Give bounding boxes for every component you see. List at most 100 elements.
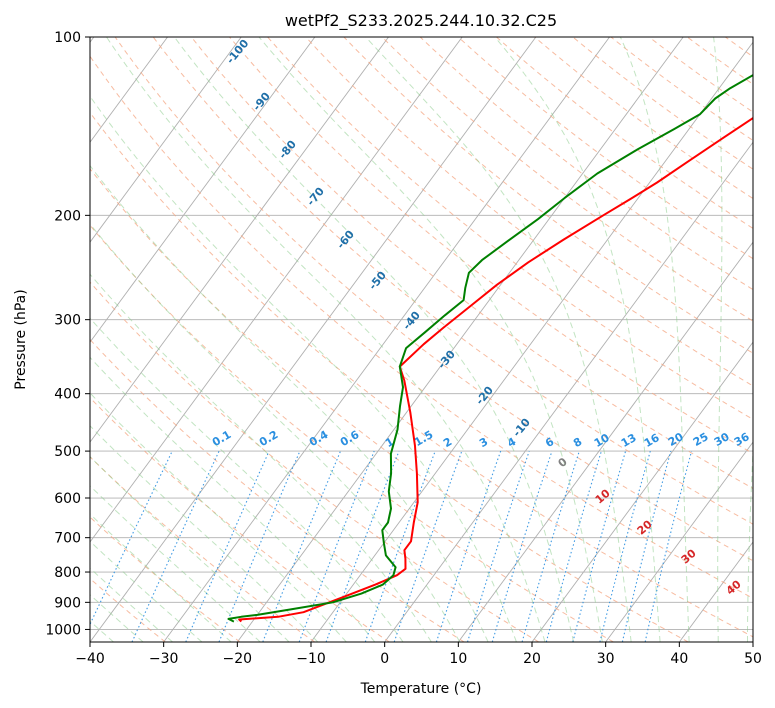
profiles bbox=[227, 73, 753, 623]
isotherm-line bbox=[90, 37, 389, 443]
dry-adiabat-label: -100 bbox=[224, 37, 252, 67]
isobar-grid bbox=[90, 37, 753, 630]
moist-adiabat-line bbox=[713, 37, 723, 642]
isotherm-line bbox=[531, 341, 753, 642]
mixing-ratio-line bbox=[298, 450, 375, 642]
dry-adiabat-line bbox=[90, 167, 689, 642]
isotherm-line bbox=[457, 241, 753, 642]
moist-adiabat-line bbox=[173, 37, 575, 642]
mixing-ratio-line bbox=[466, 450, 530, 642]
dry-adiabat-label: -70 bbox=[304, 185, 327, 209]
mixing-ratio-label: 3 bbox=[477, 435, 490, 450]
isotherm-line bbox=[236, 37, 684, 642]
x-tick-label: −30 bbox=[149, 651, 179, 667]
mixing-ratio-label: 0.1 bbox=[210, 428, 233, 449]
dry-adiabat-line bbox=[90, 456, 315, 642]
mixing-ratio-label: 10 bbox=[592, 431, 612, 450]
dry-adiabat-line bbox=[114, 37, 753, 562]
line-labels: -100-90-80-70-60-50-40-30-20-100.1 0.2 0.4… bbox=[210, 37, 752, 598]
y-tick-label: 1000 bbox=[45, 622, 81, 638]
isotherm-line bbox=[605, 441, 753, 642]
mixing-ratio-line bbox=[545, 450, 602, 642]
moist-adiabat-label: 30 bbox=[679, 546, 699, 566]
dry-adiabat-label: -30 bbox=[435, 348, 458, 372]
x-tick-label: 10 bbox=[449, 651, 467, 667]
isotherm-line bbox=[163, 37, 610, 642]
dry-adiabat-label: -50 bbox=[366, 269, 389, 293]
dry-adiabat-line bbox=[90, 111, 753, 638]
y-tick-label: 200 bbox=[54, 208, 81, 224]
dry-adiabat-line bbox=[90, 397, 390, 642]
y-tick-label: 600 bbox=[54, 491, 81, 507]
moist-adiabats bbox=[90, 37, 753, 642]
isotherm-line bbox=[384, 141, 753, 642]
isotherm-line bbox=[90, 37, 537, 642]
moist-adiabat-line bbox=[90, 513, 232, 642]
moist-adiabat-line bbox=[106, 37, 546, 642]
moist-adiabat-line bbox=[619, 37, 690, 642]
dry-adiabat-line bbox=[90, 577, 166, 642]
y-tick-label: 100 bbox=[54, 30, 81, 46]
mixing-ratio-line bbox=[521, 450, 580, 642]
mixing-ratio-line bbox=[262, 450, 342, 642]
x-tick-label: −20 bbox=[223, 651, 253, 667]
mixing-ratio-line bbox=[599, 450, 651, 642]
dry-adiabat-line bbox=[419, 37, 753, 291]
y-tick-label: 300 bbox=[54, 313, 81, 329]
mixing-ratio-line bbox=[185, 450, 270, 642]
mixing-ratio-line bbox=[621, 450, 672, 642]
x-tick-label: −10 bbox=[296, 651, 326, 667]
y-tick-label: 500 bbox=[54, 444, 81, 460]
mixing-ratio-label: 36 bbox=[732, 430, 752, 449]
dry-adiabat-line bbox=[572, 37, 753, 170]
mixing-ratio-line bbox=[393, 450, 463, 642]
isotherm-line bbox=[90, 37, 316, 343]
isotherm-grid bbox=[90, 37, 753, 642]
dry-adiabat-line bbox=[496, 37, 753, 229]
dry-adiabat-label: -80 bbox=[276, 138, 299, 162]
y-tick-label: 900 bbox=[54, 595, 81, 611]
y-tick-label: 400 bbox=[54, 387, 81, 403]
moist-adiabat-line bbox=[494, 37, 661, 642]
dry-adiabat-label: -20 bbox=[473, 384, 496, 408]
dry-adiabat-label: -60 bbox=[334, 228, 357, 252]
dry-adiabat-line bbox=[381, 37, 753, 322]
x-tick-label: −40 bbox=[75, 651, 105, 667]
dry-adiabats bbox=[90, 37, 753, 642]
temperature-profile-line bbox=[238, 116, 753, 623]
mixing-ratio-label: 0.6 bbox=[338, 428, 362, 449]
dry-adiabat-line bbox=[343, 37, 753, 354]
moist-adiabat-line bbox=[365, 37, 632, 642]
mixing-ratio-line bbox=[364, 450, 436, 642]
mixing-ratio-line bbox=[644, 450, 693, 642]
plot-area: -100-90-80-70-60-50-40-30-20-100.1 0.2 0.4… bbox=[90, 37, 753, 642]
mixing-ratio-label: 25 bbox=[691, 430, 711, 449]
moist-adiabat-line bbox=[90, 392, 347, 642]
mixing-ratio-label: 20 bbox=[666, 430, 686, 449]
dry-adiabat-label: -40 bbox=[400, 309, 423, 333]
dry-adiabat-label: -10 bbox=[510, 416, 533, 440]
moist-adiabat-label: 0 bbox=[556, 455, 570, 470]
mixing-ratio-label: 0.2 bbox=[257, 428, 280, 449]
dry-adiabat-line bbox=[191, 37, 753, 489]
mixing-ratio-line bbox=[491, 450, 553, 642]
mixing-ratio-line bbox=[572, 450, 627, 642]
chart-title: wetPf2_S233.2025.244.10.32.C25 bbox=[285, 11, 557, 31]
x-tick-label: 40 bbox=[670, 651, 688, 667]
moist-adiabat-line bbox=[90, 223, 461, 642]
mixing-ratio-line bbox=[325, 450, 400, 642]
isotherm-line bbox=[90, 37, 168, 143]
y-tick-label: 800 bbox=[54, 565, 81, 581]
moist-adiabat-line bbox=[90, 356, 376, 642]
mixing-ratio-label: 2 bbox=[441, 435, 454, 450]
y-axis-label: Pressure (hPa) bbox=[13, 289, 29, 389]
x-tick-label: 0 bbox=[380, 651, 389, 667]
dry-adiabat-line bbox=[229, 37, 753, 455]
moist-adiabat-line bbox=[90, 455, 290, 642]
dry-adiabat-line bbox=[267, 37, 753, 420]
moist-adiabat-line bbox=[90, 594, 144, 642]
mixing-ratio-lines bbox=[90, 450, 693, 642]
moist-adiabat-label: 40 bbox=[724, 577, 744, 597]
moist-adiabat-line bbox=[90, 317, 404, 642]
